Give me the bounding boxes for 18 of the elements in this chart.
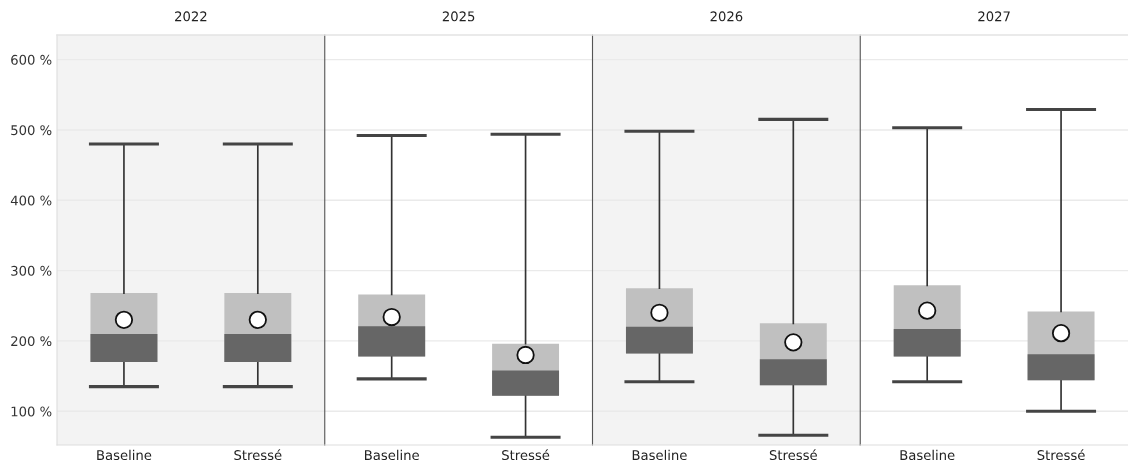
x-tick-label: Baseline xyxy=(900,449,955,461)
y-tick-label: 600 % xyxy=(11,54,52,65)
x-tick-label: Baseline xyxy=(365,449,419,461)
chart-title: 2022 xyxy=(175,11,207,22)
chart-title: 2025 xyxy=(442,11,475,22)
y-tick-label: 500 % xyxy=(11,125,52,136)
chart-title: 2026 xyxy=(710,11,743,22)
y-tick-label: 100 % xyxy=(11,406,52,417)
x-tick-label: Stressé xyxy=(234,449,282,461)
y-tick-label: 300 % xyxy=(11,265,52,276)
y-tick-label: 400 % xyxy=(10,195,52,206)
chart-title: 2027 xyxy=(978,11,1010,22)
x-tick-label: Stressé xyxy=(502,449,550,461)
y-tick-label: 200 % xyxy=(11,336,52,347)
x-tick-label: Stressé xyxy=(769,449,817,461)
x-tick-label: Stressé xyxy=(1037,449,1085,461)
x-tick-label: Baseline xyxy=(632,449,687,461)
x-tick-label: Baseline xyxy=(97,449,152,461)
